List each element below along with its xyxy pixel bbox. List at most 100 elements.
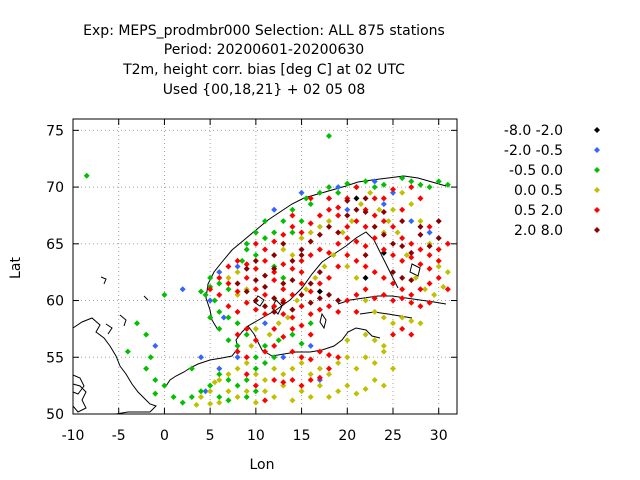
station-point (335, 212, 342, 219)
station-point (243, 393, 250, 400)
station-point (216, 291, 223, 298)
station-point (207, 274, 214, 281)
station-point (344, 382, 351, 389)
legend-marker (594, 167, 600, 173)
station-point (399, 274, 406, 281)
station-point (188, 393, 195, 400)
station-point (262, 359, 268, 366)
station-point (326, 223, 332, 230)
station-point (243, 376, 250, 383)
station-point (289, 306, 296, 313)
station-point (390, 189, 396, 196)
station-point (266, 331, 273, 338)
station-point (353, 206, 360, 213)
coastline-map (72, 175, 447, 415)
station-point (225, 303, 232, 310)
station-point (234, 320, 241, 327)
station-point (417, 218, 424, 225)
legend-label: 0.5 2.0 (514, 203, 563, 219)
station-point (243, 246, 250, 253)
station-point (380, 231, 387, 238)
station-point (435, 246, 442, 253)
station-point (335, 297, 342, 304)
station-point (252, 240, 259, 247)
station-point (303, 286, 310, 293)
station-point (289, 325, 296, 332)
station-point (252, 277, 259, 284)
station-point (380, 181, 387, 188)
axis-ticks (72, 119, 457, 415)
station-point (426, 184, 433, 191)
title-line-4: Used {00,18,21} + 02 05 08 (163, 82, 366, 98)
station-point (321, 263, 328, 270)
station-point (307, 220, 314, 227)
station-point (353, 365, 360, 372)
station-point (362, 263, 369, 270)
station-point (371, 376, 378, 383)
station-point (399, 325, 406, 332)
station-point (243, 354, 250, 361)
station-point (234, 257, 241, 264)
station-point (289, 212, 296, 219)
series-0.0_0.5 (193, 189, 451, 408)
station-point (412, 274, 419, 281)
station-point (252, 229, 259, 236)
station-point (408, 331, 415, 338)
station-point (275, 337, 282, 344)
station-point (399, 314, 406, 321)
station-point (362, 286, 369, 293)
station-point (371, 295, 378, 302)
station-point (252, 257, 259, 264)
station-point (312, 274, 319, 281)
station-point (271, 295, 278, 302)
station-point (316, 231, 323, 238)
station-point (344, 354, 351, 361)
station-point (435, 218, 442, 225)
station-point (353, 390, 360, 397)
station-point (289, 291, 296, 298)
station-point (262, 235, 268, 242)
station-point (339, 229, 346, 236)
station-point (367, 189, 374, 196)
station-point (326, 195, 332, 202)
station-point (344, 263, 351, 270)
station-point (289, 257, 296, 264)
station-point (271, 376, 278, 383)
station-point (380, 246, 387, 253)
y-tick-label: 60 (46, 294, 64, 310)
station-point (380, 314, 387, 321)
station-point (179, 286, 186, 293)
station-point (422, 286, 428, 293)
station-point (198, 354, 204, 361)
station-point (380, 274, 387, 281)
station-point (380, 218, 387, 225)
station-point (344, 337, 351, 344)
station-point (371, 269, 378, 276)
station-point (303, 195, 310, 202)
station-point (252, 286, 259, 293)
station-point (289, 277, 296, 284)
station-point (335, 354, 342, 361)
station-point (216, 365, 223, 372)
station-point (353, 184, 360, 191)
station-point (335, 229, 342, 236)
station-point (399, 286, 406, 293)
station-point (147, 354, 154, 361)
station-point (225, 397, 232, 404)
station-point (280, 286, 287, 293)
station-point (408, 299, 415, 306)
station-point (211, 379, 218, 386)
station-point (444, 181, 451, 188)
station-point (252, 388, 259, 395)
station-point (280, 261, 287, 268)
station-point (271, 238, 278, 245)
station-point (198, 388, 204, 395)
x-tick-label: 15 (293, 428, 311, 444)
x-tick-label: -10 (62, 428, 85, 444)
station-point (83, 172, 90, 179)
station-point (316, 246, 323, 253)
station-point (380, 342, 387, 349)
station-point (353, 291, 360, 298)
station-point (417, 231, 424, 238)
station-point (216, 371, 223, 378)
